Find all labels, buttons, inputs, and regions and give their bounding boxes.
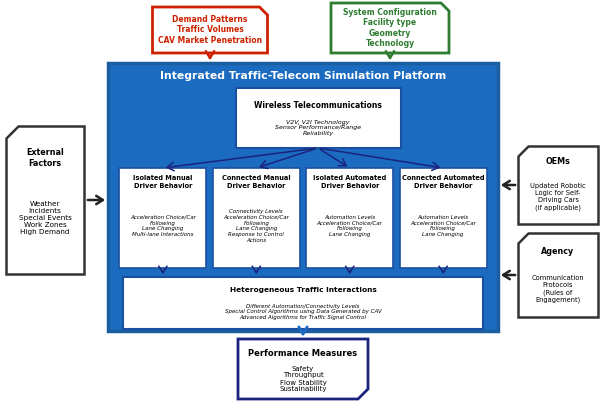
Polygon shape bbox=[331, 3, 449, 53]
Text: Heterogeneous Traffic Interactions: Heterogeneous Traffic Interactions bbox=[230, 287, 376, 293]
Text: OEMs: OEMs bbox=[545, 158, 571, 166]
Text: Updated Robotic
Logic for Self-
Driving Cars
(if applicable): Updated Robotic Logic for Self- Driving … bbox=[530, 183, 586, 211]
Text: Demand Patterns
Traffic Volumes
CAV Market Penetration: Demand Patterns Traffic Volumes CAV Mark… bbox=[158, 15, 262, 45]
Text: Isolated Manual
Driver Behavior: Isolated Manual Driver Behavior bbox=[133, 175, 193, 188]
Text: Acceleration Choice/Car
Following
Lane Changing
Multi-lane Interactions: Acceleration Choice/Car Following Lane C… bbox=[130, 215, 196, 237]
Bar bbox=[306, 168, 393, 268]
Bar bbox=[235, 88, 401, 148]
Bar bbox=[213, 168, 300, 268]
Text: Connected Manual
Driver Behavior: Connected Manual Driver Behavior bbox=[222, 175, 290, 188]
Polygon shape bbox=[238, 339, 368, 399]
Text: Isolated Automated
Driver Behavior: Isolated Automated Driver Behavior bbox=[313, 175, 386, 188]
Bar bbox=[400, 168, 487, 268]
Text: Weather
Incidents
Special Events
Work Zones
High Demand: Weather Incidents Special Events Work Zo… bbox=[19, 201, 71, 235]
Bar bbox=[123, 277, 483, 329]
Text: Different Automation/Connectivity Levels
Special Control Algorithms using Data G: Different Automation/Connectivity Levels… bbox=[224, 304, 382, 320]
Text: Agency: Agency bbox=[541, 247, 575, 256]
Text: Integrated Traffic-Telecom Simulation Platform: Integrated Traffic-Telecom Simulation Pl… bbox=[160, 71, 446, 81]
Text: System Configuration
Facility type
Geometry
Technology: System Configuration Facility type Geome… bbox=[343, 8, 437, 48]
Text: Automation Levels
Acceleration Choice/Car
Following
Lane Changing: Automation Levels Acceleration Choice/Ca… bbox=[317, 215, 383, 237]
Text: Safety
Throughput
Flow Stability
Sustainability: Safety Throughput Flow Stability Sustain… bbox=[279, 365, 327, 392]
Text: Wireless Telecommunications: Wireless Telecommunications bbox=[254, 100, 382, 109]
Text: Automation Levels
Acceleration Choice/Car
Following
Lane Changing: Automation Levels Acceleration Choice/Ca… bbox=[410, 215, 476, 237]
Polygon shape bbox=[6, 126, 84, 274]
Polygon shape bbox=[518, 146, 598, 224]
Bar bbox=[108, 63, 498, 331]
Text: External
Factors: External Factors bbox=[26, 148, 64, 168]
Polygon shape bbox=[152, 7, 268, 53]
Text: Connected Automated
Driver Behavior: Connected Automated Driver Behavior bbox=[402, 175, 484, 188]
Bar bbox=[119, 168, 206, 268]
Text: V2V, V2I Technology
Sensor Performance/Range
Reliability: V2V, V2I Technology Sensor Performance/R… bbox=[275, 120, 361, 136]
Text: Communication
Protocols
(Rules of
Engagement): Communication Protocols (Rules of Engage… bbox=[532, 275, 584, 303]
Text: Performance Measures: Performance Measures bbox=[248, 348, 358, 358]
Polygon shape bbox=[518, 233, 598, 317]
Text: Connectivity Levels
Acceleration Choice/Car
Following
Lane Changing
Response to : Connectivity Levels Acceleration Choice/… bbox=[223, 209, 289, 243]
